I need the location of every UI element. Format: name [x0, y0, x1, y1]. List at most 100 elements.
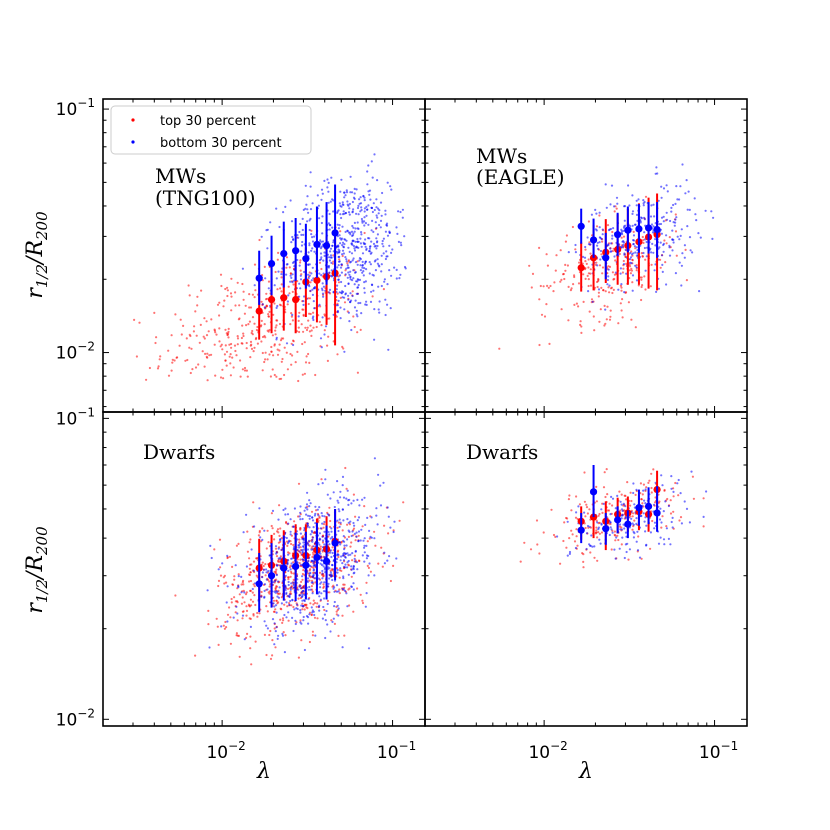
scatter-point-top: [185, 337, 188, 340]
scatter-point-top: [275, 568, 278, 571]
scatter-point-top: [392, 564, 395, 568]
scatter-point-bottom: [339, 306, 342, 309]
scatter-point-bottom: [284, 513, 287, 516]
scatter-point-bottom: [635, 279, 639, 282]
scatter-point-bottom: [339, 242, 342, 245]
scatter-point-top: [289, 575, 292, 578]
scatter-point-top: [351, 290, 354, 293]
scatter-point-bottom: [372, 289, 375, 292]
scatter-point-bottom: [636, 530, 639, 533]
scatter-point-top: [221, 348, 224, 351]
scatter-point-top: [320, 324, 323, 327]
scatter-point-bottom: [358, 259, 361, 262]
scatter-point-bottom: [296, 607, 299, 611]
scatter-point-bottom: [306, 577, 310, 580]
scatter-point-bottom: [650, 251, 653, 254]
scatter-point-bottom: [368, 272, 371, 275]
scatter-point-bottom: [352, 499, 355, 502]
scatter-point-bottom: [308, 572, 311, 575]
scatter-point-top: [305, 355, 308, 358]
scatter-point-top: [587, 266, 590, 269]
scatter-point-bottom: [623, 556, 626, 560]
scatter-point-bottom: [622, 226, 626, 229]
scatter-point-top: [308, 330, 311, 333]
scatter-point-bottom: [241, 614, 245, 617]
scatter-point-bottom: [343, 308, 346, 311]
scatter-point-top: [571, 533, 574, 536]
scatter-point-top: [597, 514, 600, 517]
scatter-point-top: [329, 519, 332, 523]
scatter-point-top: [540, 313, 544, 316]
scatter-point-bottom: [318, 609, 321, 612]
scatter-point-bottom: [340, 263, 343, 266]
scatter-point-bottom: [624, 543, 628, 546]
scatter-point-bottom: [344, 284, 347, 288]
scatter-point-top: [248, 605, 251, 608]
scatter-point-top: [249, 598, 252, 601]
scatter-point-top: [230, 601, 233, 604]
scatter-point-bottom: [343, 350, 346, 353]
scatter-point-top: [207, 330, 210, 333]
median-point-top: [255, 307, 263, 315]
scatter-point-top: [627, 301, 631, 304]
scatter-point-bottom: [285, 591, 288, 595]
scatter-point-top: [206, 379, 209, 382]
scatter-point-bottom: [302, 548, 305, 551]
scatter-point-top: [266, 358, 269, 361]
scatter-point-bottom: [377, 212, 380, 215]
scatter-point-top: [189, 334, 192, 338]
scatter-point-top: [344, 466, 347, 470]
scatter-point-top: [611, 504, 614, 507]
scatter-point-top: [571, 225, 575, 229]
scatter-point-bottom: [620, 283, 623, 286]
scatter-point-top: [565, 234, 569, 237]
scatter-point-top: [231, 356, 234, 359]
scatter-point-top: [310, 229, 313, 232]
scatter-point-top: [588, 310, 591, 313]
median-point-bottom: [331, 229, 339, 237]
scatter-point-bottom: [642, 204, 645, 207]
scatter-point-top: [252, 501, 255, 504]
scatter-point-bottom: [368, 247, 371, 250]
scatter-point-top: [275, 375, 278, 378]
scatter-point-top: [597, 291, 601, 294]
scatter-point-bottom: [657, 542, 661, 545]
scatter-point-bottom: [317, 514, 320, 517]
scatter-point-bottom: [281, 634, 285, 637]
scatter-point-top: [281, 621, 284, 625]
scatter-point-bottom: [643, 246, 647, 250]
scatter-point-bottom: [355, 531, 358, 534]
scatter-point-top: [184, 359, 187, 362]
scatter-point-top: [321, 541, 325, 544]
scatter-point-top: [242, 579, 245, 582]
scatter-point-bottom: [662, 220, 665, 223]
scatter-point-bottom: [368, 529, 371, 533]
scatter-point-bottom: [308, 515, 311, 518]
scatter-point-bottom: [347, 499, 350, 502]
scatter-point-top: [380, 546, 383, 549]
scatter-point-bottom: [369, 535, 372, 539]
scatter-point-bottom: [316, 508, 319, 511]
scatter-point-top: [629, 491, 632, 494]
scatter-point-bottom: [282, 211, 285, 214]
scatter-point-top: [180, 333, 183, 336]
scatter-point-bottom: [261, 576, 264, 579]
scatter-point-top: [352, 315, 355, 318]
scatter-point-top: [665, 525, 668, 528]
scatter-point-bottom: [342, 252, 345, 255]
scatter-point-bottom: [376, 258, 379, 261]
scatter-point-top: [538, 343, 541, 347]
scatter-point-bottom: [345, 592, 348, 595]
scatter-point-bottom: [349, 276, 352, 279]
scatter-point-top: [598, 214, 601, 217]
scatter-point-top: [298, 538, 301, 541]
scatter-point-bottom: [321, 292, 325, 295]
scatter-point-top: [609, 287, 613, 290]
scatter-point-bottom: [309, 502, 312, 505]
scatter-point-bottom: [311, 247, 314, 250]
scatter-point-bottom: [356, 286, 360, 289]
scatter-point-top: [315, 605, 318, 608]
scatter-point-bottom: [351, 259, 354, 262]
scatter-point-bottom: [345, 260, 348, 263]
scatter-point-top: [221, 368, 224, 371]
